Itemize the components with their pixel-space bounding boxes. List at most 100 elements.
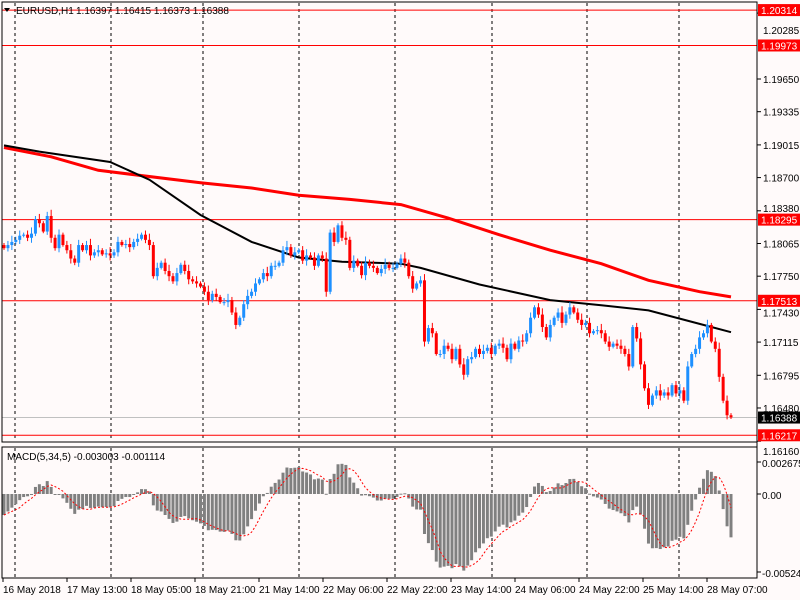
macd-histogram-bar — [53, 494, 57, 495]
candle-body — [242, 304, 246, 318]
candle-body — [450, 348, 454, 360]
macd-histogram-bar — [517, 494, 521, 516]
macd-histogram-bar — [316, 478, 320, 494]
candle-body — [65, 245, 69, 251]
macd-histogram-bar — [623, 494, 627, 517]
macd-histogram-bar — [458, 494, 462, 567]
candle-body — [96, 250, 100, 253]
macd-histogram-bar — [611, 494, 615, 511]
candle-body — [517, 340, 521, 349]
candle-body — [717, 348, 721, 377]
candle-body — [454, 348, 458, 360]
price-tick-label: 1.18700 — [763, 174, 800, 185]
macd-histogram-bar — [505, 494, 509, 528]
candle-body — [297, 250, 301, 253]
candle-body — [49, 215, 53, 238]
collapse-triangle-icon[interactable] — [4, 8, 10, 12]
macd-histogram-bar — [415, 494, 419, 510]
macd-histogram-bar — [336, 464, 340, 494]
time-tick-label: 22 May 06:00 — [323, 585, 384, 596]
candle-body — [438, 354, 442, 356]
candle-body — [422, 280, 426, 342]
candle-body — [701, 333, 705, 338]
macd-histogram-bar — [501, 494, 505, 525]
macd-label: MACD(5,34,5) -0.003003 -0.001114 — [7, 452, 165, 463]
candle-body — [250, 291, 254, 296]
candle-body — [81, 245, 85, 251]
candle-body — [336, 225, 340, 242]
candle-body — [607, 341, 611, 347]
macd-histogram-bar — [631, 494, 635, 511]
macd-histogram-bar — [242, 494, 246, 535]
candle-body — [615, 343, 619, 346]
candle-body — [635, 327, 639, 339]
macd-histogram-bar — [230, 494, 234, 534]
macd-histogram-bar — [320, 479, 324, 494]
price-tick-label: 1.18380 — [763, 204, 800, 215]
macd-histogram-bar — [273, 482, 277, 494]
macd-histogram-bar — [289, 468, 293, 494]
macd-histogram-bar — [619, 494, 623, 514]
horizontal-levels[interactable] — [2, 9, 757, 436]
candle-body — [509, 343, 513, 360]
price-level-tag-label: 1.20314 — [761, 6, 798, 17]
candle-body — [26, 234, 30, 238]
price-level-tag — [758, 213, 800, 226]
time-axis: 16 May 2018 17 May 13:00 18 May 05:00 18 Ma… — [2, 578, 768, 596]
time-tick-label: 18 May 21:00 — [195, 585, 256, 596]
macd-histogram-bar — [96, 494, 100, 507]
candle-body — [198, 283, 202, 287]
candle-body — [698, 337, 702, 349]
candle-body — [419, 280, 423, 284]
candle-body — [533, 307, 537, 318]
candle-body — [513, 343, 517, 349]
macd-histogram-bar — [662, 494, 666, 548]
macd-histogram-bar — [100, 494, 104, 508]
macd-histogram-bar — [698, 487, 702, 494]
macd-histogram-bar — [312, 479, 316, 494]
candle-body — [686, 366, 690, 401]
macd-histogram-bar — [151, 494, 155, 506]
macd-histogram-bar — [686, 494, 690, 525]
macd-histogram-bar — [387, 494, 391, 499]
candle-body — [474, 348, 478, 358]
macd-histogram-bar — [285, 467, 289, 494]
macd-histogram-bar — [635, 494, 639, 507]
macd-histogram-bar — [293, 467, 297, 494]
candle-body — [116, 241, 120, 253]
macd-histogram-bar — [254, 494, 258, 511]
candle-body — [536, 307, 540, 315]
candle-body — [348, 239, 352, 268]
macd-histogram-bar — [305, 472, 309, 494]
macd-histogram-bar — [666, 494, 670, 547]
macd-histogram-bar — [564, 483, 568, 494]
macd-histogram-bar — [438, 494, 442, 568]
macd-histogram-bar — [521, 494, 525, 513]
macd-histogram-bar — [729, 494, 733, 538]
price-tick-label: 1.18065 — [763, 239, 800, 250]
macd-histogram-bar — [108, 494, 112, 508]
macd-histogram-bar — [529, 494, 533, 498]
candle-body — [191, 279, 195, 282]
candle-body — [466, 359, 470, 375]
macd-histogram-bar — [195, 494, 199, 522]
candle-body — [195, 281, 199, 284]
candle-body — [285, 247, 289, 251]
candle-body — [238, 317, 242, 325]
price-tick-label: 1.17750 — [763, 272, 800, 283]
time-tick-label: 22 May 22:00 — [387, 585, 448, 596]
candle-body — [33, 219, 37, 234]
price-tick-label: 1.17115 — [763, 338, 799, 349]
candle-body — [309, 255, 313, 258]
candle-body — [690, 354, 694, 367]
candle-body — [30, 233, 34, 238]
macd-histogram-bar — [403, 493, 407, 495]
macd-histogram-bar — [222, 494, 226, 532]
macd-histogram-bar — [474, 494, 478, 553]
macd-tick-label: 0.002675 — [762, 459, 800, 470]
candle-body — [53, 237, 57, 249]
macd-histogram-bar — [171, 494, 175, 523]
ma-slow-line — [3, 146, 732, 299]
candle-body — [631, 327, 635, 367]
